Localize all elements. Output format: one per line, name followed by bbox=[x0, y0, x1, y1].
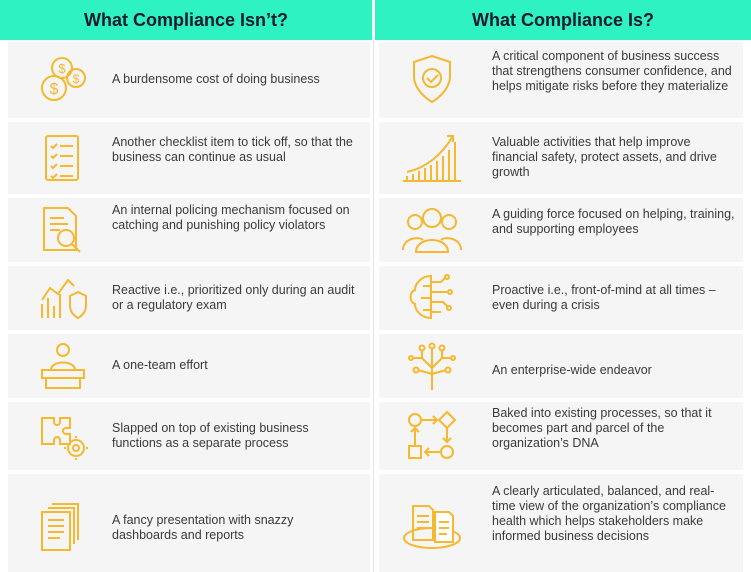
list-item: An enterprise-wide endeavor bbox=[379, 334, 743, 398]
chart-shield-icon bbox=[38, 272, 88, 324]
list-item: A guiding force focused on helping, trai… bbox=[379, 198, 743, 262]
row-text: Slapped on top of existing business func… bbox=[112, 421, 309, 450]
header-compliance-isnt: What Compliance Isn’t? bbox=[0, 0, 372, 40]
shield-check-icon bbox=[401, 54, 463, 106]
list-item: Reactive i.e., prioritized only during a… bbox=[8, 266, 370, 330]
row-text: A burdensome cost of doing business bbox=[112, 72, 320, 86]
list-item: A critical component of business success… bbox=[379, 42, 743, 118]
document-magnifier-icon bbox=[38, 204, 88, 256]
list-item: A clearly articulated, balanced, and rea… bbox=[379, 474, 743, 572]
checklist-icon bbox=[38, 132, 88, 184]
svg-text:$: $ bbox=[73, 72, 80, 86]
list-item: A fancy presentation with snazzy dashboa… bbox=[8, 474, 370, 572]
svg-text:$: $ bbox=[58, 61, 66, 76]
list-item: $ $ $ A burdensome cost of doing busines… bbox=[8, 42, 370, 118]
list-item: Proactive i.e., front-of-mind at all tim… bbox=[379, 266, 743, 330]
list-item: A one-team effort bbox=[8, 334, 370, 398]
document-stack-icon bbox=[38, 502, 88, 554]
list-item: An internal policing mechanism focused o… bbox=[8, 198, 370, 262]
person-podium-icon bbox=[38, 340, 88, 392]
process-flow-icon bbox=[401, 410, 463, 462]
row-text: An enterprise-wide endeavor bbox=[492, 363, 652, 377]
puzzle-gears-icon bbox=[38, 410, 88, 462]
row-text: Reactive i.e., prioritized only during a… bbox=[112, 283, 355, 312]
circuit-tree-icon bbox=[401, 340, 463, 392]
row-text: A guiding force focused on helping, trai… bbox=[492, 207, 735, 236]
row-text: Proactive i.e., front-of-mind at all tim… bbox=[492, 283, 716, 312]
row-text: A fancy presentation with snazzy dashboa… bbox=[112, 513, 294, 542]
svg-text:$: $ bbox=[50, 81, 59, 98]
list-item: Slapped on top of existing business func… bbox=[8, 402, 370, 470]
row-text: A clearly articulated, balanced, and rea… bbox=[492, 484, 726, 543]
row-text: A critical component of business success… bbox=[492, 49, 732, 93]
brain-circuit-icon bbox=[401, 272, 463, 324]
row-text: An internal policing mechanism focused o… bbox=[112, 203, 350, 232]
team-people-icon bbox=[401, 204, 463, 256]
list-item: Valuable activities that help improve fi… bbox=[379, 122, 743, 194]
row-text: A one-team effort bbox=[112, 358, 208, 372]
list-item: Another checklist item to tick off, so t… bbox=[8, 122, 370, 194]
column-divider bbox=[373, 40, 374, 572]
header-compliance-is: What Compliance Is? bbox=[375, 0, 751, 40]
list-item: Baked into existing processes, so that i… bbox=[379, 402, 743, 470]
row-text: Valuable activities that help improve fi… bbox=[492, 135, 717, 179]
growth-bars-icon bbox=[401, 132, 463, 184]
row-text: Baked into existing processes, so that i… bbox=[492, 406, 712, 450]
row-text: Another checklist item to tick off, so t… bbox=[112, 135, 353, 164]
dollar-coins-icon: $ $ $ bbox=[38, 54, 88, 106]
documents-orbit-icon bbox=[401, 502, 463, 554]
